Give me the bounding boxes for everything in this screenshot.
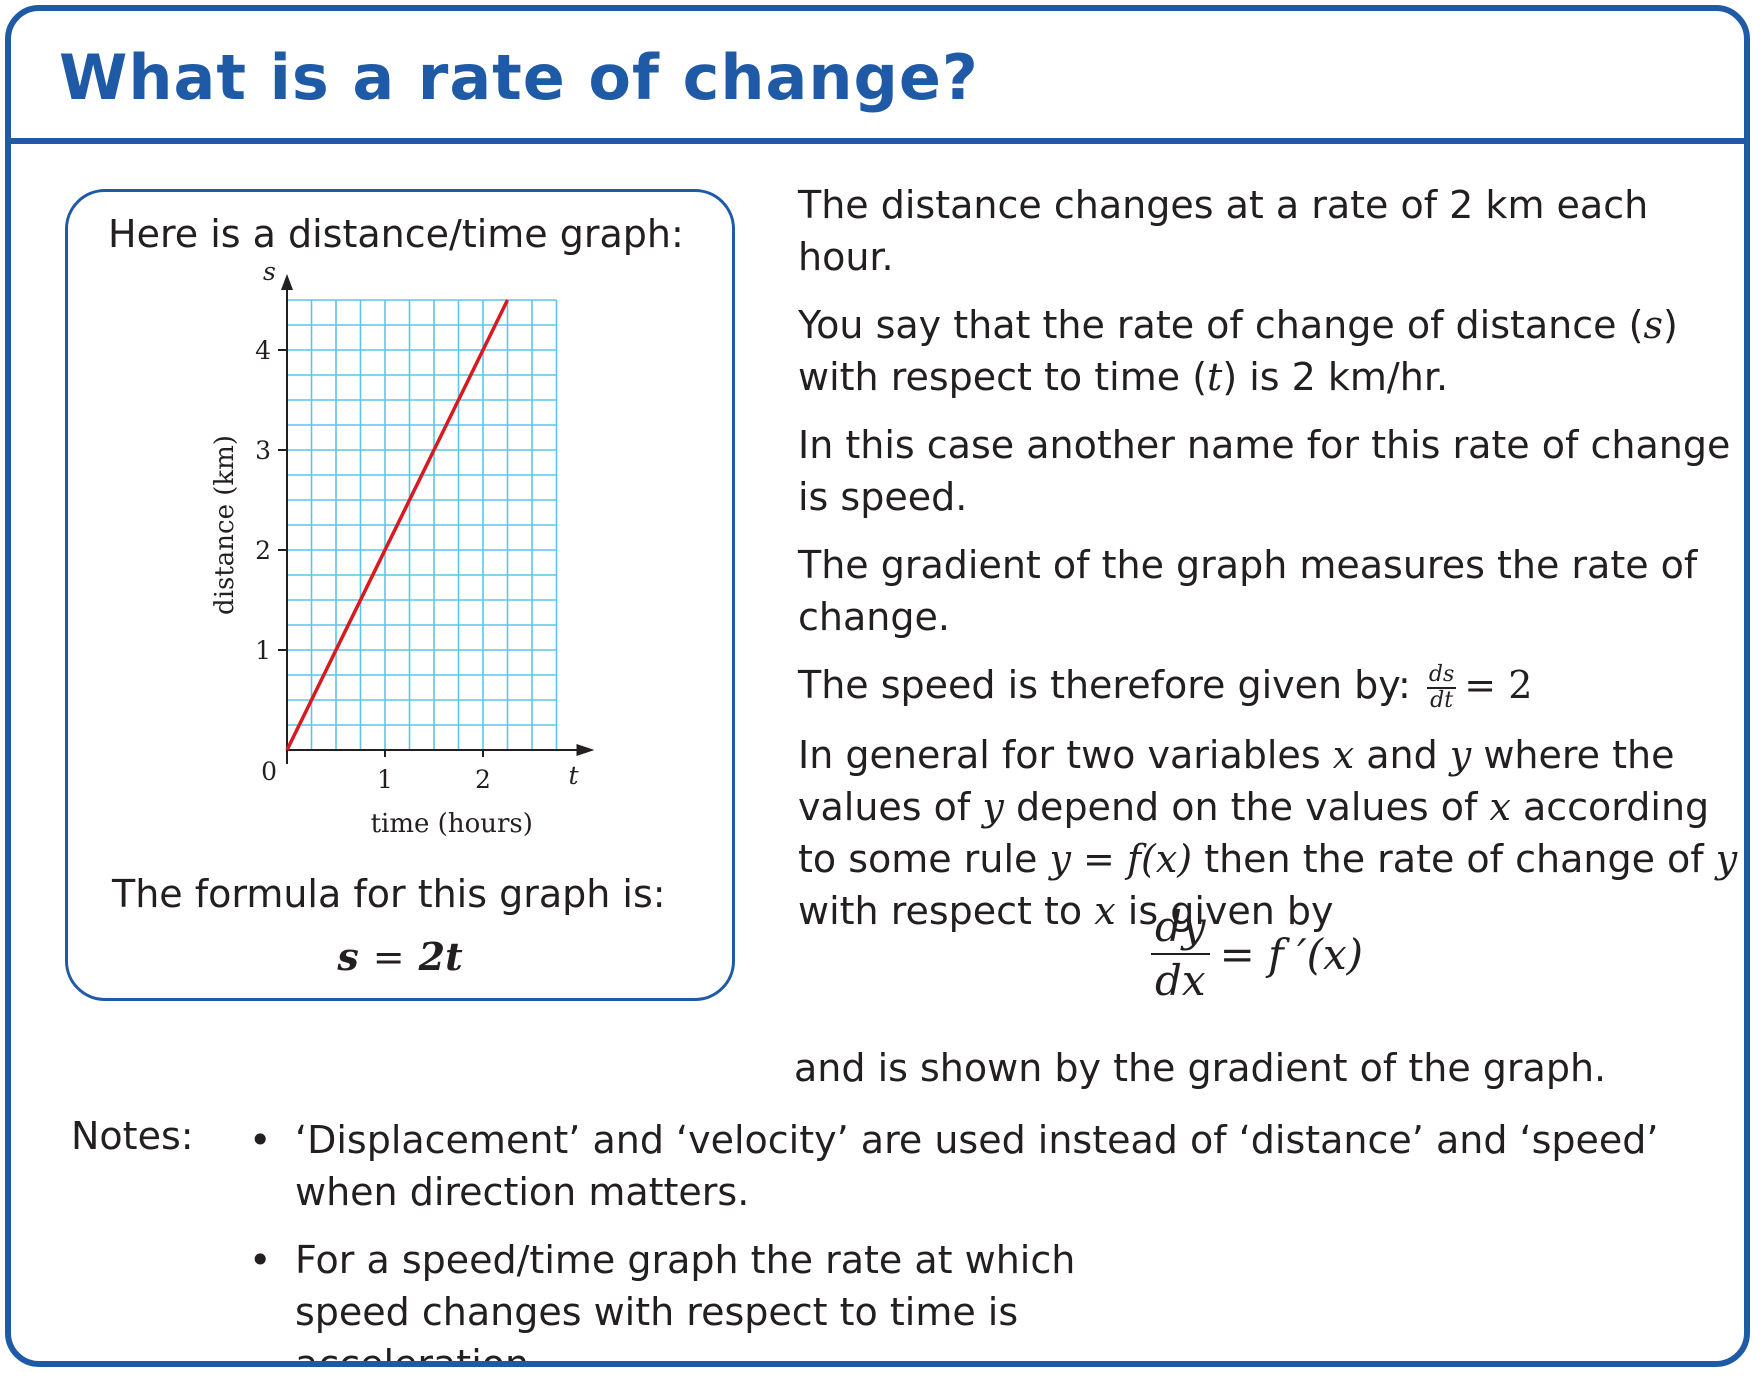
text-span: You say that the rate of change of dista… [798, 303, 1644, 347]
var-y: y [1715, 836, 1738, 881]
page-title: What is a rate of change? [59, 41, 979, 114]
closing-sentence: and is shown by the gradient of the grap… [794, 1046, 1607, 1090]
page-frame: What is a rate of change? Here is a dist… [5, 5, 1750, 1367]
text-span: and [1354, 732, 1450, 777]
x-axis-symbol: t [569, 761, 580, 790]
x-tick-label: 2 [475, 765, 491, 794]
text-span: with respect to [798, 888, 1095, 933]
var-x: x [1094, 888, 1116, 933]
formula-equals: = [372, 935, 405, 979]
x-axis-arrow-icon [576, 744, 595, 756]
note-text: ‘Displacement’ and ‘velocity’ are used i… [295, 1118, 1659, 1214]
x-tick-label: 1 [377, 765, 393, 794]
text-span: according to some rule [798, 784, 1710, 881]
rule-expression: y = f(x) [1049, 836, 1193, 881]
text-span: ) with respect to time ( [798, 303, 1678, 399]
text-span: then the rate of change of [1192, 836, 1716, 881]
paragraph-rate: The distance changes at a rate of 2 km e… [798, 183, 1649, 279]
y-tick-label: 2 [255, 536, 271, 565]
y-axis-arrow-icon [281, 274, 293, 290]
explanation-text: The distance changes at a rate of 2 km e… [798, 179, 1744, 953]
fraction-denominator: dt [1430, 687, 1454, 713]
fraction-numerator: dy [1151, 901, 1210, 955]
ds-dt-fraction: ds dt [1426, 661, 1457, 713]
var-x: x [1489, 784, 1511, 829]
fraction-denominator: dx [1155, 956, 1206, 1005]
bullet-icon: • [249, 1118, 272, 1162]
y-tick-label: 4 [255, 336, 271, 365]
derivative-rhs: = f ′(x) [1219, 929, 1364, 979]
y-tick-label: 1 [255, 636, 271, 665]
series-line [285, 299, 510, 751]
text-span: In general for two variables [798, 732, 1333, 777]
derivative-equation: dy dx = f ′(x) [1151, 899, 1363, 1009]
text-span: where the values of [798, 732, 1675, 829]
origin-label: 0 [261, 757, 277, 786]
paragraph-speed-formula: The speed is therefore given by: ds dt = 2 [798, 659, 1744, 713]
formula-caption: The formula for this graph is: [112, 872, 666, 916]
y-axis-label: distance (km) [210, 435, 240, 615]
text-span: The speed is therefore given by: [798, 663, 1411, 707]
title-bar: What is a rate of change? [11, 11, 1744, 144]
note-item: • ‘Displacement’ and ‘velocity’ are used … [249, 1114, 1744, 1218]
var-t: t [1207, 355, 1223, 399]
paragraph-rate-of-change: You say that the rate of change of dista… [798, 299, 1744, 403]
y-tick-label: 3 [255, 436, 271, 465]
var-y: y [1449, 732, 1472, 777]
paragraph-general: In general for two variables x and y whe… [798, 729, 1744, 937]
graph-formula: s = 2t [68, 934, 732, 979]
var-x: x [1332, 732, 1355, 777]
bullet-icon: • [249, 1238, 272, 1282]
notes-list: • ‘Displacement’ and ‘velocity’ are used … [249, 1114, 1744, 1367]
fraction-numerator: ds [1426, 661, 1457, 689]
note-text: For a speed/time graph the rate at which… [295, 1238, 1076, 1367]
speed-value: = 2 [1464, 663, 1533, 707]
text-span: ) is 2 km/hr. [1222, 355, 1449, 399]
var-y: y [982, 784, 1004, 829]
distance-time-chart: 1 2 1 2 3 4 0 s t time (hours) distance (km) [210, 257, 595, 839]
formula-lhs: s [337, 934, 359, 979]
y-axis-symbol: s [263, 257, 276, 286]
paragraph-speed: In this case another name for this rate … [798, 423, 1731, 519]
paragraph-gradient: The gradient of the graph measures the r… [798, 543, 1698, 639]
notes-label: Notes: [71, 1114, 194, 1158]
x-axis-label: time (hours) [371, 809, 533, 839]
text-span: is given by [1115, 888, 1334, 933]
var-s: s [1643, 303, 1663, 347]
graph-caption: Here is a distance/time graph: [108, 212, 684, 256]
graph-box: Here is a distance/time graph: 1 2 1 2 3 4 0 s t… [65, 189, 735, 1001]
note-item: • For a speed/time graph the rate at whic… [249, 1234, 1195, 1367]
text-span: depend on the values of [1003, 784, 1490, 829]
formula-rhs: 2t [418, 934, 463, 979]
dy-dx-fraction: dy dx [1151, 901, 1210, 1007]
